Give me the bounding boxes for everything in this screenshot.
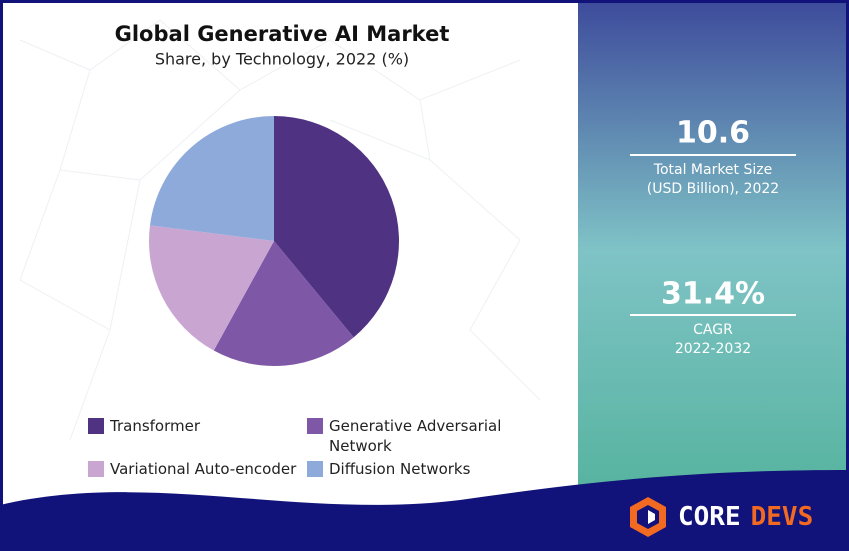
legend-swatch <box>88 461 104 477</box>
legend-label: Generative Adversarial Network <box>329 417 502 455</box>
legend-swatch <box>88 418 104 434</box>
stat-value: 31.4% <box>661 277 765 312</box>
stat-label: CAGR <box>693 322 733 338</box>
stat-label: Total Market Size <box>653 162 772 178</box>
brand-word: CORE <box>678 502 741 532</box>
stat-value: 10.6 <box>676 116 750 151</box>
stats-panel <box>578 0 849 500</box>
legend-swatch <box>307 418 323 434</box>
chart-title: Global Generative AI Market <box>115 22 450 46</box>
stat-sublabel: (USD Billion), 2022 <box>647 181 779 197</box>
pie-slice <box>149 225 274 351</box>
stat-sublabel: 2022-2032 <box>675 341 751 357</box>
brand-word: DEVS <box>751 502 814 532</box>
pie <box>149 116 400 366</box>
pie-slice <box>149 116 274 241</box>
pie-slice <box>274 116 400 338</box>
legend-label: Transformer <box>110 417 201 435</box>
legend-swatch <box>307 461 323 477</box>
network-pattern <box>19 19 541 441</box>
legend-label: Diffusion Networks <box>329 460 471 478</box>
brand-name: CORE DEVS <box>678 502 813 532</box>
legend-label: Variational Auto-encoder <box>110 460 297 478</box>
chart-subtitle: Share, by Technology, 2022 (%) <box>155 50 409 69</box>
logo-icon <box>630 497 666 537</box>
pie-slice <box>213 241 354 366</box>
